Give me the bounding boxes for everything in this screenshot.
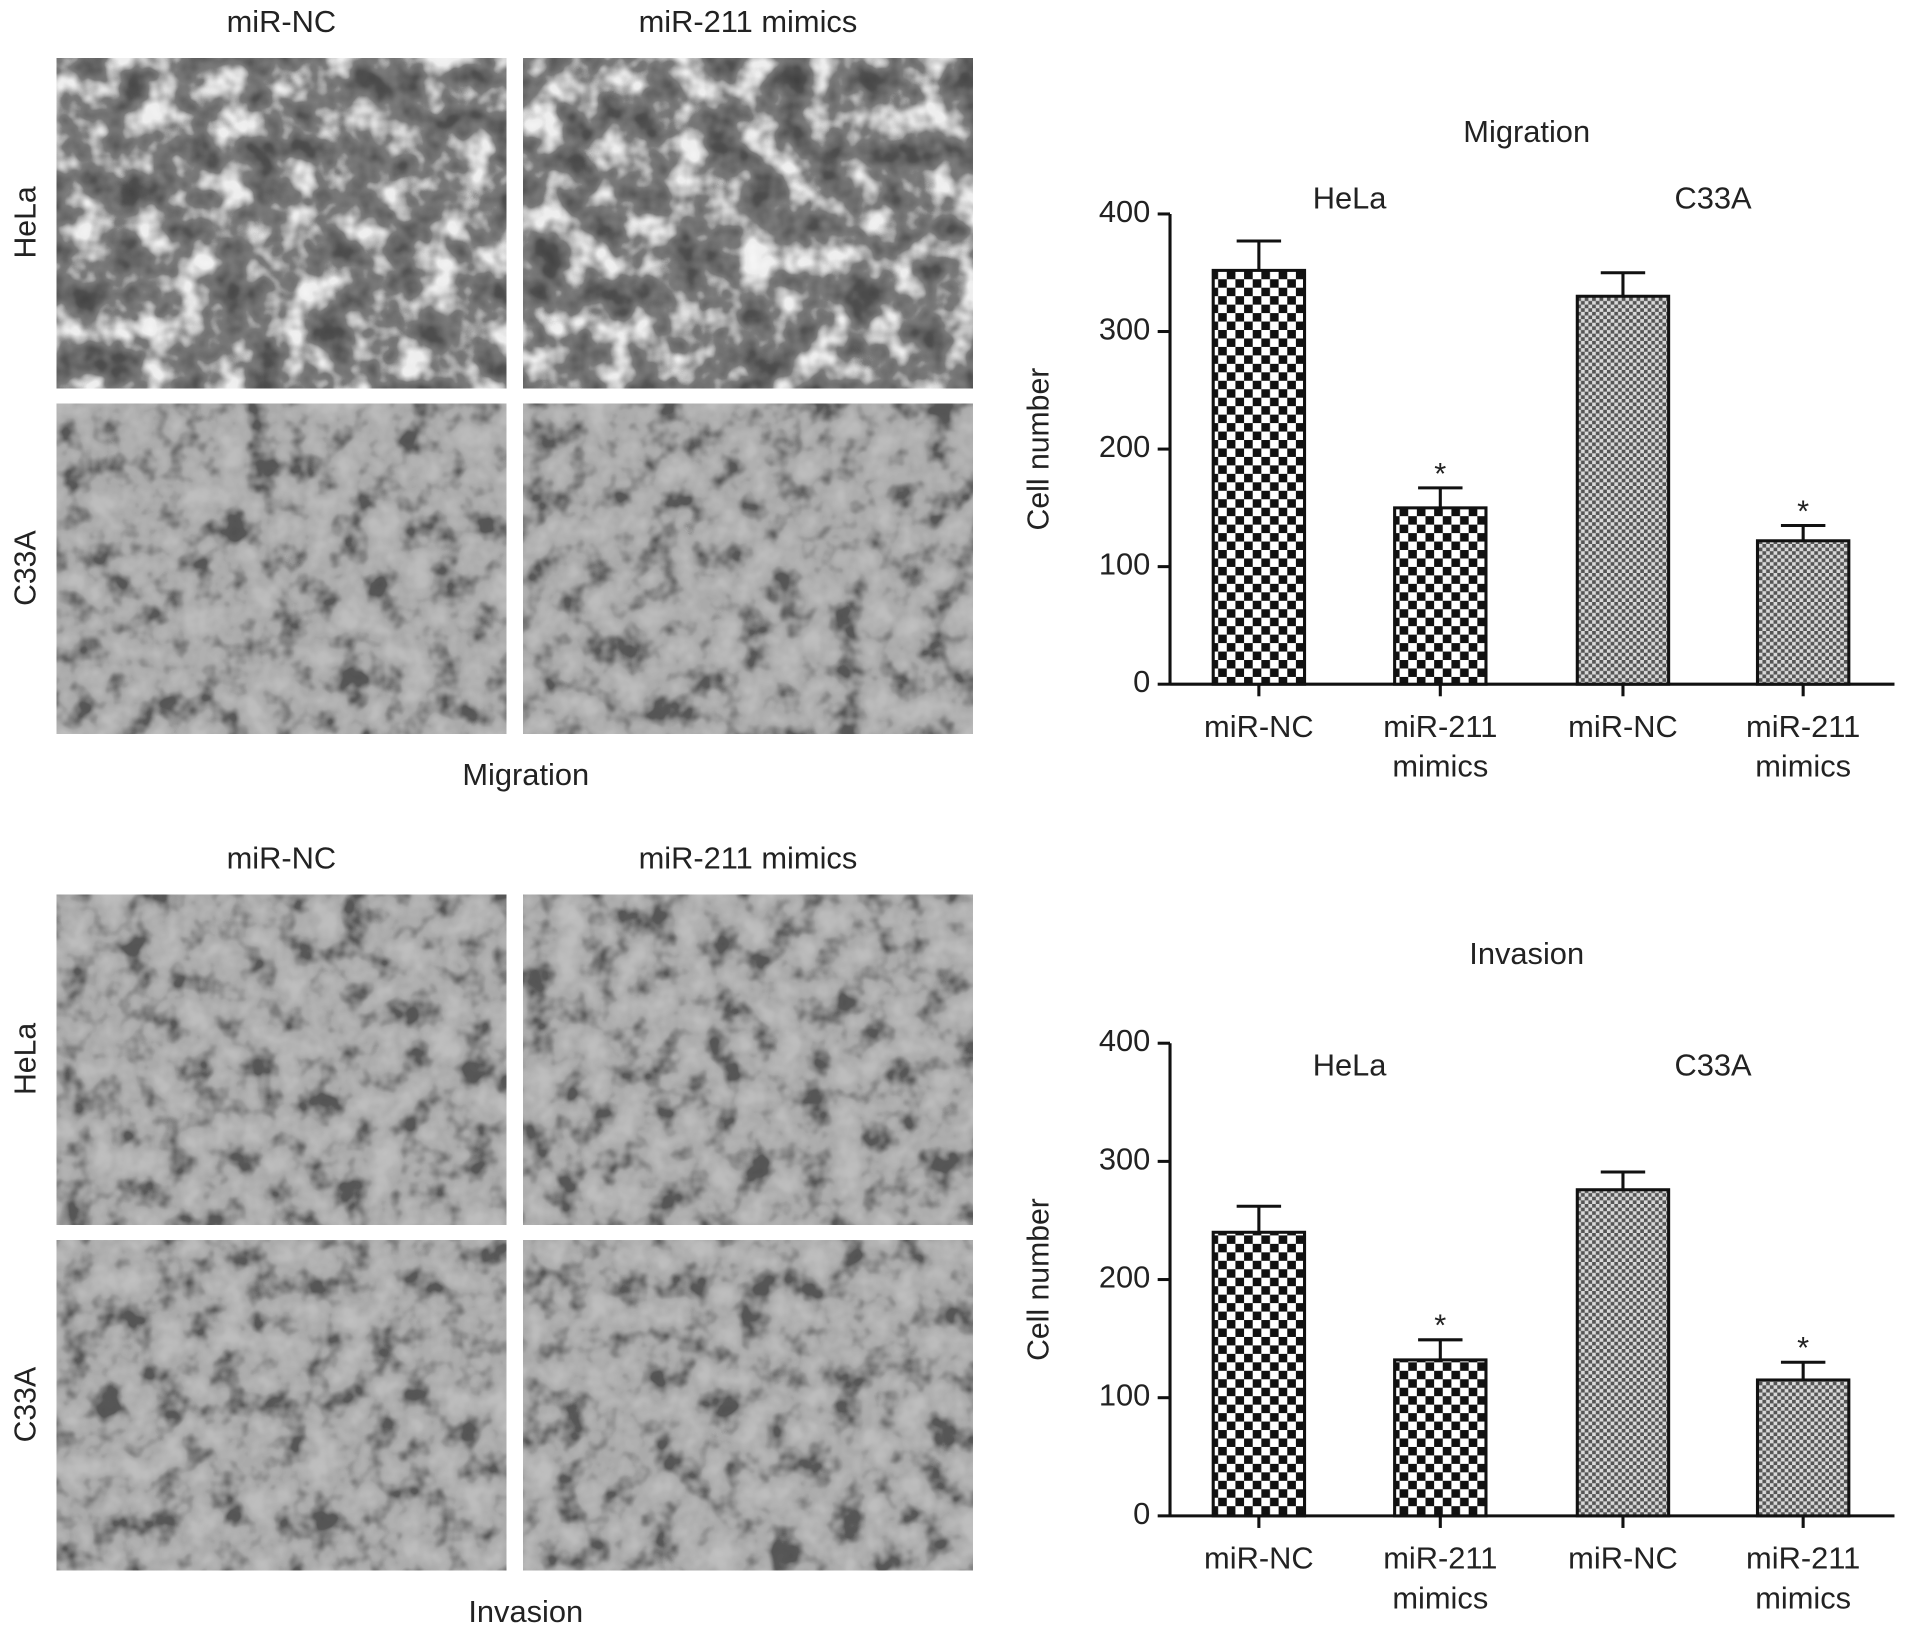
y-tick-label: 100 [1099,548,1150,582]
significance-mark: * [1434,1309,1446,1343]
x-tick-label: miR-211 mimics [1746,1542,1860,1616]
significance-mark: * [1797,1331,1809,1365]
micrograph [56,1240,507,1571]
x-tick-label: miR-NC [1204,710,1314,744]
x-tick-label: miR-NC [1204,1542,1314,1576]
x-tick-label: miR-NC [1568,1542,1678,1576]
micrograph [56,403,507,734]
micrograph [523,894,973,1225]
chart-title: Migration [1463,115,1590,149]
x-tick-label: miR-211 mimics [1746,710,1860,784]
row-label: HeLa [8,1023,42,1095]
bar [1211,1230,1307,1518]
row-label: C33A [8,530,42,606]
column-label: miR-NC [227,5,337,39]
bar [1393,506,1488,686]
y-tick-label: 0 [1133,1497,1150,1531]
group-label: HeLa [1313,182,1387,216]
bar [1755,1378,1851,1518]
bar [1211,268,1307,686]
y-tick-label: 100 [1099,1379,1150,1413]
y-tick-label: 0 [1133,665,1150,699]
micrograph [56,894,507,1225]
micrograph [56,58,507,389]
y-tick-label: 200 [1099,1261,1150,1295]
x-tick-label: miR-NC [1568,710,1678,744]
row-label: C33A [8,1366,42,1442]
y-tick-label: 300 [1099,1143,1150,1177]
micrograph [523,403,973,734]
column-label: miR-211 mimics [639,5,858,39]
column-label: miR-211 mimics [639,842,858,876]
chart-title: Invasion [1469,937,1584,971]
micrograph [523,1240,973,1571]
significance-mark: * [1797,495,1809,529]
column-label: miR-NC [227,842,337,876]
row-label: HeLa [8,186,42,258]
y-tick-label: 400 [1099,195,1150,229]
x-tick-label: miR-211 mimics [1383,1542,1497,1616]
x-tick-label: miR-211 mimics [1383,710,1497,784]
y-tick-label: 200 [1099,430,1150,464]
group-label: C33A [1674,1049,1752,1083]
bar [1393,1358,1488,1518]
y-axis-label: Cell number [1021,368,1055,531]
bar [1575,294,1671,686]
panel-caption: Migration [462,759,589,793]
y-axis-label: Cell number [1021,1198,1055,1361]
panel-caption: Invasion [468,1595,583,1629]
bar [1575,1188,1671,1518]
y-tick-label: 400 [1099,1024,1150,1058]
bar [1755,539,1851,686]
group-label: HeLa [1313,1049,1387,1083]
group-label: C33A [1674,182,1752,216]
micrograph [523,58,973,389]
significance-mark: * [1434,457,1446,491]
y-tick-label: 300 [1099,313,1150,347]
